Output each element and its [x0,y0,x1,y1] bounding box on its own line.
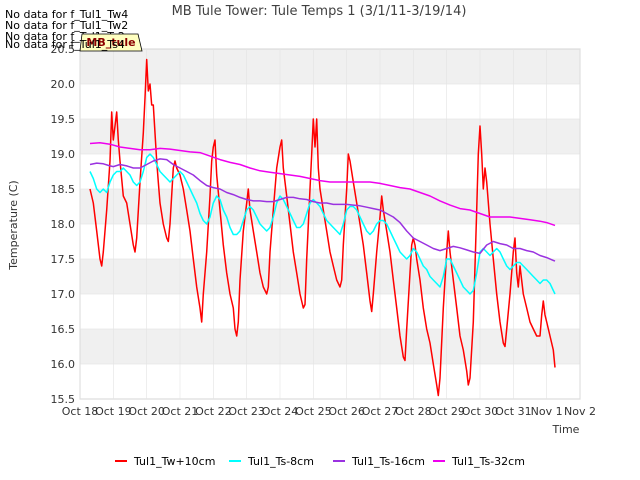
plot-band [80,294,580,329]
legend-label: Tul1_Ts-16cm [351,455,425,468]
plot-band [80,154,580,189]
x-tick-label: Oct 21 [162,405,199,418]
nodata-line-2: No data for f_Tul1_Tw2 [5,19,128,32]
series-line-4 [89,142,556,227]
x-tick-label: Oct 26 [328,405,365,418]
series-line-3 [89,158,556,262]
y-tick-label: 16.5 [51,323,76,336]
y-tick-label: 20.5 [51,43,76,56]
nodata-line-4: No data for f_Tul1_Ts4 [5,38,125,51]
plot-band [80,49,580,84]
y-tick-label: 20.0 [51,78,76,91]
chart-title: MB Tule Tower: Tule Temps 1 (3/1/11-3/19… [172,4,467,19]
plot-band [80,259,580,294]
tag-box-shape [79,33,143,52]
x-tick-label: Oct 22 [195,405,232,418]
legend-label: Tul1_Ts-8cm [247,455,314,468]
x-tick-label: Oct 30 [462,405,499,418]
y-tick-label: 19.0 [51,148,76,161]
y-tick-label: 18.5 [51,183,76,196]
legend: Tul1_Tw+10cm Tul1_Ts-8cm Tul1_Ts-16cm Tul1_… [115,455,525,468]
x-tick-label: Oct 28 [395,405,432,418]
y-axis-ticks: 15.5 16.0 16.5 17.0 17.5 18.0 18.5 19.0 19.5 20.0… [51,43,580,406]
series-group [89,58,556,397]
y-tick-label: 17.5 [51,253,76,266]
x-tick-label: Oct 24 [262,405,299,418]
legend-label: Tul1_Tw+10cm [133,455,215,468]
x-tick-label: Oct 19 [95,405,132,418]
x-tick-label: Oct 18 [62,405,99,418]
plot-band [80,189,580,224]
tag-box-label: MB_tule [86,36,135,49]
y-tick-label: 17.0 [51,288,76,301]
x-tick-label: Oct 31 [495,405,532,418]
nodata-line-1: No data for f_Tul1_Tw4 [5,8,128,21]
y-axis-label: Temperature (C) [7,180,20,270]
x-tick-label: Oct 25 [295,405,332,418]
y-tick-label: 18.0 [51,218,76,231]
tag-box: MB_tule [79,33,143,52]
y-tick-label: 16.0 [51,358,76,371]
x-tick-label: Oct 27 [362,405,399,418]
series-line-2 [89,153,556,295]
plot-band [80,364,580,399]
x-axis-label: Time [552,423,580,436]
x-tick-label: Nov 2 [564,405,596,418]
x-tick-label: Oct 23 [228,405,265,418]
y-tick-label: 15.5 [51,393,76,406]
x-tick-label: Oct 20 [128,405,165,418]
x-tick-label: Nov 1 [531,405,563,418]
plot-band [80,84,580,119]
series-line-1 [89,58,556,397]
y-tick-label: 19.5 [51,113,76,126]
plot-band [80,329,580,364]
legend-label: Tul1_Ts-32cm [451,455,525,468]
x-tick-label: Oct 29 [428,405,465,418]
